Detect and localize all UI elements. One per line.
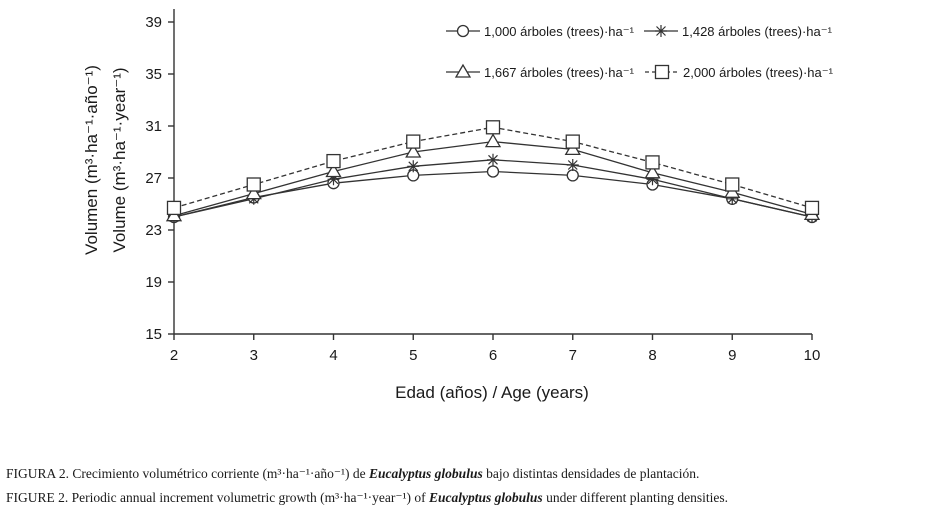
x-tick-label: 5 [409,347,417,364]
series-2-point [566,159,579,171]
x-tick-label: 3 [250,347,258,364]
y-tick-label: 39 [145,14,162,31]
series-4-point [485,120,501,135]
x-tick-label: 7 [569,347,577,364]
series-4-point [246,177,261,192]
legend-label-2: 1,428 árboles (trees)·ha⁻¹ [682,24,833,39]
series-3-point [325,163,342,178]
legend-label-3: 1,667 árboles (trees)·ha⁻¹ [484,65,635,80]
series-2-point [327,173,340,186]
series-2-point [646,173,659,186]
x-tick-label: 10 [804,347,821,364]
series-3-point [405,143,422,158]
legend: 1,000 árboles (trees)·ha⁻¹ 1,428 árboles … [446,24,834,80]
legend-marker-3 [454,63,472,78]
caption-en-species: Eucalyptus globulus [429,490,543,505]
y-tick-label: 23 [145,222,162,239]
series-line-3 [173,140,813,217]
series-2-point [407,160,420,173]
asterisk-stroke [407,160,420,173]
series-4-point [804,200,820,216]
legend-marker-1 [456,24,470,38]
asterisk-stroke [327,173,340,186]
series-3-point [245,185,262,200]
y-tick-label: 15 [145,326,162,343]
x-tick-label: 2 [170,347,178,364]
caption-es-species: Eucalyptus globulus [369,466,483,481]
y-tick-label: 31 [145,118,162,135]
legend-marker-4 [654,64,670,80]
legend-label-1: 1,000 árboles (trees)·ha⁻¹ [484,24,635,39]
x-tick-label: 6 [489,347,497,364]
series-4-point [406,134,421,149]
caption-en: FIGURE 2. Periodic annual increment volu… [6,490,728,506]
y-tick-label: 35 [145,66,162,83]
x-tick-label: 9 [728,347,736,364]
series-4-point [326,153,341,169]
y-axis-label-en: Volume (m³·ha⁻¹·year⁻¹) [110,67,129,252]
x-tick-label: 4 [329,347,337,364]
caption-en-suffix: under different planting densities. [542,490,729,505]
x-tick-label: 8 [648,347,656,364]
series-1-point [566,169,579,182]
caption-en-prefix: FIGURE 2. Periodic annual increment volu… [6,490,430,505]
series-group [165,120,821,224]
asterisk-stroke [646,173,659,186]
asterisk-stroke [726,192,739,205]
series-3-point [484,133,502,148]
x-axis-label: Edad (años) / Age (years) [395,383,589,402]
series-4-point [725,177,740,192]
asterisk-stroke [566,159,579,171]
series-2-point [726,192,739,205]
legend-label-4: 2,000 árboles (trees)·ha⁻¹ [683,65,834,80]
series-2-point [487,153,499,166]
caption-es-prefix: FIGURA 2. Crecimiento volumétrico corrie… [6,466,370,481]
legend-marker-2 [655,25,667,37]
asterisk-stroke [487,153,499,166]
series-4-point [645,155,660,170]
series-3-point [644,164,661,179]
caption-es-suffix: bajo distintas densidades de plantación. [482,466,700,481]
series-4-point [565,134,580,149]
y-tick-label: 19 [145,274,162,291]
series-1-point [486,165,500,178]
caption-es: FIGURA 2. Crecimiento volumétrico corrie… [6,466,699,482]
y-axis-label-es: Volumen (m³·ha⁻¹·año⁻¹) [82,65,101,255]
series-4-point [166,200,182,216]
y-tick-label: 27 [145,170,162,187]
asterisk-stroke [655,25,667,37]
